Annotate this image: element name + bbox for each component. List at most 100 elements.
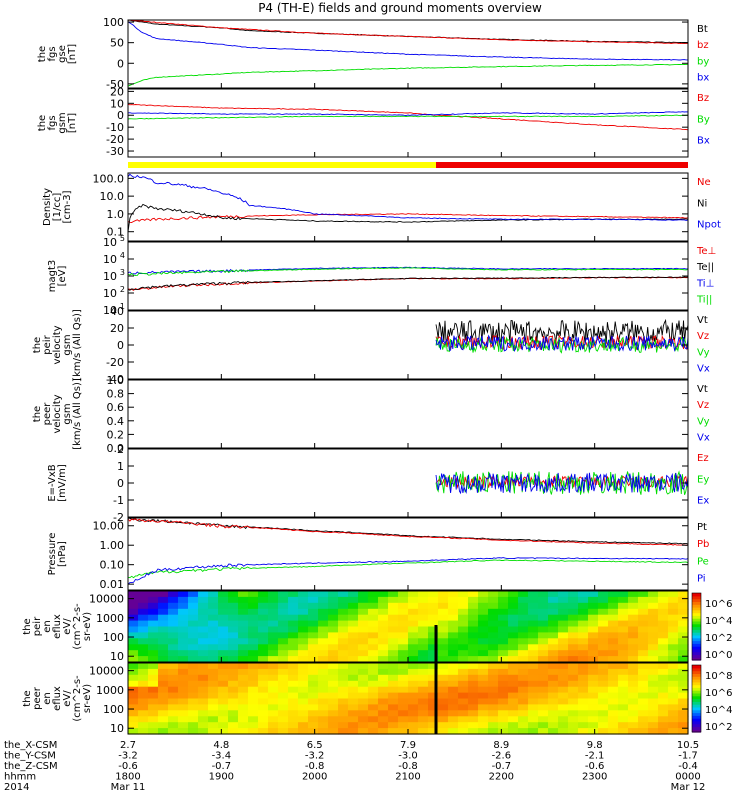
y-tick-label: 40 [110,305,124,318]
heatmap-cell [508,608,519,616]
heatmap-cell [638,644,649,651]
heatmap-cell [658,591,669,598]
heatmap-cell [388,728,399,735]
heatmap-cell [428,686,439,694]
heatmap-cell [638,608,649,616]
heatmap-cell [278,686,289,694]
heatmap-cell [628,710,639,717]
heatmap-cell [448,663,459,670]
heatmap-cell [258,626,269,633]
heatmap-cell [478,620,489,628]
heatmap-cell [418,668,429,676]
heatmap-cell [288,722,299,729]
heatmap-cell [288,704,299,711]
heatmap-cell [408,644,419,651]
heatmap-cell [488,704,499,711]
y-axis-label: [cm-3] [62,190,73,223]
heatmap-cell [238,614,249,622]
heatmap-cell [258,698,269,705]
y-tick-label: 10.0 [100,190,125,203]
heatmap-cell [318,608,329,616]
heatmap-cell [558,620,569,628]
panel-3 [127,172,689,242]
heatmap-cell [418,692,429,700]
heatmap-cell [228,674,239,682]
heatmap-cell [268,632,279,639]
heatmap-cell [278,704,289,711]
y-tick-label: 0 [117,477,124,490]
heatmap-cell [378,614,389,622]
heatmap-cell [298,674,309,682]
heatmap-cell [518,704,529,711]
heatmap-cell [648,650,659,657]
heatmap-cell [378,602,389,610]
heatmap-cell [358,686,369,694]
heatmap-cell [308,596,319,604]
heatmap-cell [448,638,459,645]
heatmap-cell [478,668,489,676]
heatmap-cell [418,614,429,622]
heatmap-cell [368,602,379,610]
heatmap-cell [568,663,579,670]
heatmap-cell [628,632,639,639]
heatmap-cell [598,656,609,663]
y-axis-label: the [32,406,43,422]
heatmap-cell [298,668,309,676]
heatmap-cell [528,596,539,604]
heatmap-cell [428,728,439,735]
heatmap-cell [358,674,369,682]
heatmap-cell [638,704,649,711]
heatmap-cell [498,620,509,628]
heatmap-cell [358,704,369,711]
heatmap-cell [288,668,299,676]
heatmap-cell [398,728,409,735]
heatmap-cell [478,638,489,645]
heatmap-cell [528,614,539,622]
heatmap-cell [498,704,509,711]
heatmap-cell [658,650,669,657]
heatmap-cell [348,722,359,729]
heatmap-cell [548,614,559,622]
heatmap-cell [388,591,399,598]
heatmap-cell [578,656,589,663]
heatmap-cell [458,650,469,657]
series-line-Ti⊥ [127,266,689,275]
heatmap-cell [448,674,459,682]
heatmap-cell [268,663,279,670]
heatmap-cell [308,602,319,610]
heatmap-cell [458,698,469,705]
heatmap-cell [468,591,479,598]
heatmap-cell [238,620,249,628]
heatmap-cell [398,716,409,723]
heatmap-cell [328,632,339,639]
heatmap-cell [338,698,349,705]
heatmap-cell [518,728,529,735]
heatmap-cell [238,710,249,717]
heatmap-cell [308,722,319,729]
heatmap-cell [478,722,489,729]
heatmap-cell [128,638,139,645]
heatmap-cell [578,663,589,670]
heatmap-cell [488,716,499,723]
heatmap-cell [398,663,409,670]
heatmap-cell [448,716,459,723]
heatmap-cell [138,668,149,676]
heatmap-cell [428,638,439,645]
y-tick-label: 0 [117,109,124,122]
heatmap-cell [308,656,319,663]
heatmap-cell [588,608,599,616]
heatmap-cell [558,591,569,598]
heatmap-cell [258,668,269,676]
heatmap-cell [638,722,649,729]
heatmap-cell [198,644,209,651]
heatmap-cell [418,626,429,633]
heatmap-cell [178,620,189,628]
heatmap-cell [388,632,399,639]
heatmap-cell [458,663,469,670]
heatmap-cell [408,608,419,616]
heatmap-cell [658,728,669,735]
heatmap-cell [398,674,409,682]
heatmap-cell [408,686,419,694]
heatmap-cell [188,728,199,735]
heatmap-cell [168,602,179,610]
